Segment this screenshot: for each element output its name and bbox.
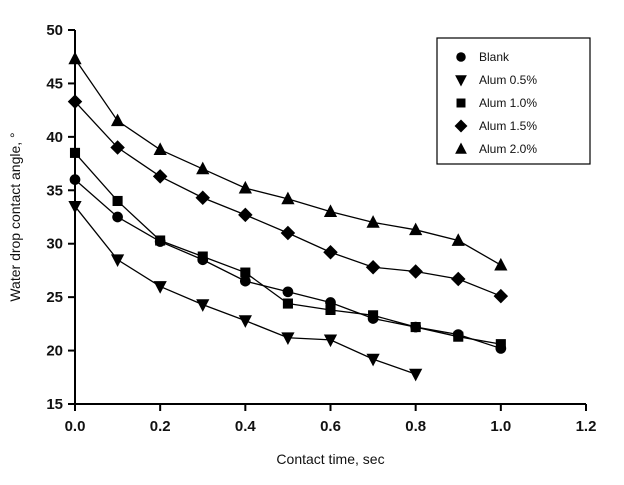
x-tick-label: 0.6 xyxy=(320,418,341,435)
axes: 0.0 0.2 0.4 0.6 0.8 1.0 1.2 15 20 25 30 35 40 45 50 xyxy=(46,22,596,435)
marker-circle xyxy=(456,52,466,62)
legend-label: Alum 2.0% xyxy=(479,142,537,156)
marker-square xyxy=(197,251,208,262)
marker-circle xyxy=(112,211,123,223)
y-tick-label: 20 xyxy=(46,343,63,360)
marker-triangle-up xyxy=(281,191,295,205)
marker-square xyxy=(453,331,464,342)
y-tick-label: 30 xyxy=(46,236,63,253)
marker-triangle-up xyxy=(494,257,508,271)
marker-square xyxy=(368,310,379,321)
marker-square xyxy=(456,98,466,108)
legend-entry-alum-0-5-: Alum 0.5% xyxy=(455,73,537,87)
marker-triangle-down xyxy=(366,353,380,367)
series-alum-0-5- xyxy=(68,200,423,382)
marker-diamond xyxy=(152,169,168,184)
legend-label: Blank xyxy=(479,50,510,64)
legend-label: Alum 1.5% xyxy=(479,119,537,133)
legend: Blank Alum 0.5% Alum 1.0% Alum 1.5% Alum 2.0… xyxy=(436,37,591,165)
marker-square xyxy=(240,267,251,278)
series-alum-1-5- xyxy=(67,94,509,304)
marker-triangle-up xyxy=(409,222,423,236)
marker-square xyxy=(155,235,166,246)
marker-triangle-down xyxy=(110,254,125,267)
legend-entry-alum-1-5-: Alum 1.5% xyxy=(454,119,537,133)
marker-triangle-up xyxy=(196,161,210,175)
marker-square xyxy=(410,322,421,333)
marker-triangle-up xyxy=(238,180,252,194)
legend-label: Alum 0.5% xyxy=(479,73,537,87)
marker-triangle-down xyxy=(68,200,82,214)
marker-diamond xyxy=(195,190,210,206)
marker-diamond xyxy=(238,207,253,223)
marker-circle xyxy=(282,286,294,298)
marker-triangle-up xyxy=(451,233,465,246)
marker-triangle-up xyxy=(153,142,167,156)
marker-square xyxy=(69,147,81,158)
marker-triangle-down xyxy=(455,75,467,87)
marker-circle xyxy=(239,275,251,287)
x-axis-title: Contact time, sec xyxy=(276,451,384,467)
y-tick-label: 45 xyxy=(46,75,63,92)
marker-diamond xyxy=(280,225,296,241)
x-tick-label: 1.2 xyxy=(576,418,597,435)
y-tick-label: 40 xyxy=(46,129,63,146)
y-tick-label: 50 xyxy=(46,22,63,39)
marker-diamond xyxy=(67,94,83,109)
marker-square xyxy=(325,304,336,316)
series-line xyxy=(74,179,502,350)
legend-entry-alum-1-0-: Alum 1.0% xyxy=(456,96,537,110)
marker-diamond xyxy=(454,119,468,133)
legend-label: Alum 1.0% xyxy=(479,96,537,110)
marker-diamond xyxy=(408,264,423,279)
marker-triangle-up xyxy=(110,113,125,127)
marker-diamond xyxy=(323,245,338,260)
legend-entry-blank: Blank xyxy=(456,50,510,64)
y-axis-title: Water drop contact angle, ° xyxy=(7,132,23,301)
marker-triangle-up xyxy=(455,142,467,154)
marker-triangle-up xyxy=(323,204,338,218)
legend-entry-alum-2-0-: Alum 2.0% xyxy=(455,142,537,156)
series-line xyxy=(74,152,501,345)
marker-diamond xyxy=(110,140,125,155)
x-tick-label: 1.0 xyxy=(490,418,511,435)
marker-diamond xyxy=(493,288,509,304)
x-tick-label: 0.4 xyxy=(235,418,257,435)
y-tick-label: 25 xyxy=(46,289,63,306)
marker-diamond xyxy=(365,259,381,275)
marker-square xyxy=(112,195,123,207)
marker-circle xyxy=(69,174,81,185)
series-alum-2-0- xyxy=(68,51,508,271)
marker-triangle-up xyxy=(366,215,380,228)
y-tick-label: 35 xyxy=(46,182,63,199)
y-tick-label: 15 xyxy=(46,396,63,413)
x-tick-label: 0.8 xyxy=(405,418,426,435)
series-alum-1-0- xyxy=(69,147,506,350)
x-tick-label: 0.2 xyxy=(150,418,171,435)
marker-square xyxy=(495,339,506,350)
marker-triangle-down xyxy=(409,368,423,382)
marker-triangle-down xyxy=(196,299,210,312)
marker-triangle-down xyxy=(238,315,252,328)
x-tick-label: 0.0 xyxy=(65,418,86,435)
marker-triangle-down xyxy=(153,281,167,294)
marker-triangle-down xyxy=(323,334,338,348)
marker-square xyxy=(282,298,293,309)
marker-diamond xyxy=(451,271,466,287)
series-line xyxy=(74,205,416,375)
marker-triangle-down xyxy=(281,332,295,345)
marker-triangle-up xyxy=(68,51,82,65)
